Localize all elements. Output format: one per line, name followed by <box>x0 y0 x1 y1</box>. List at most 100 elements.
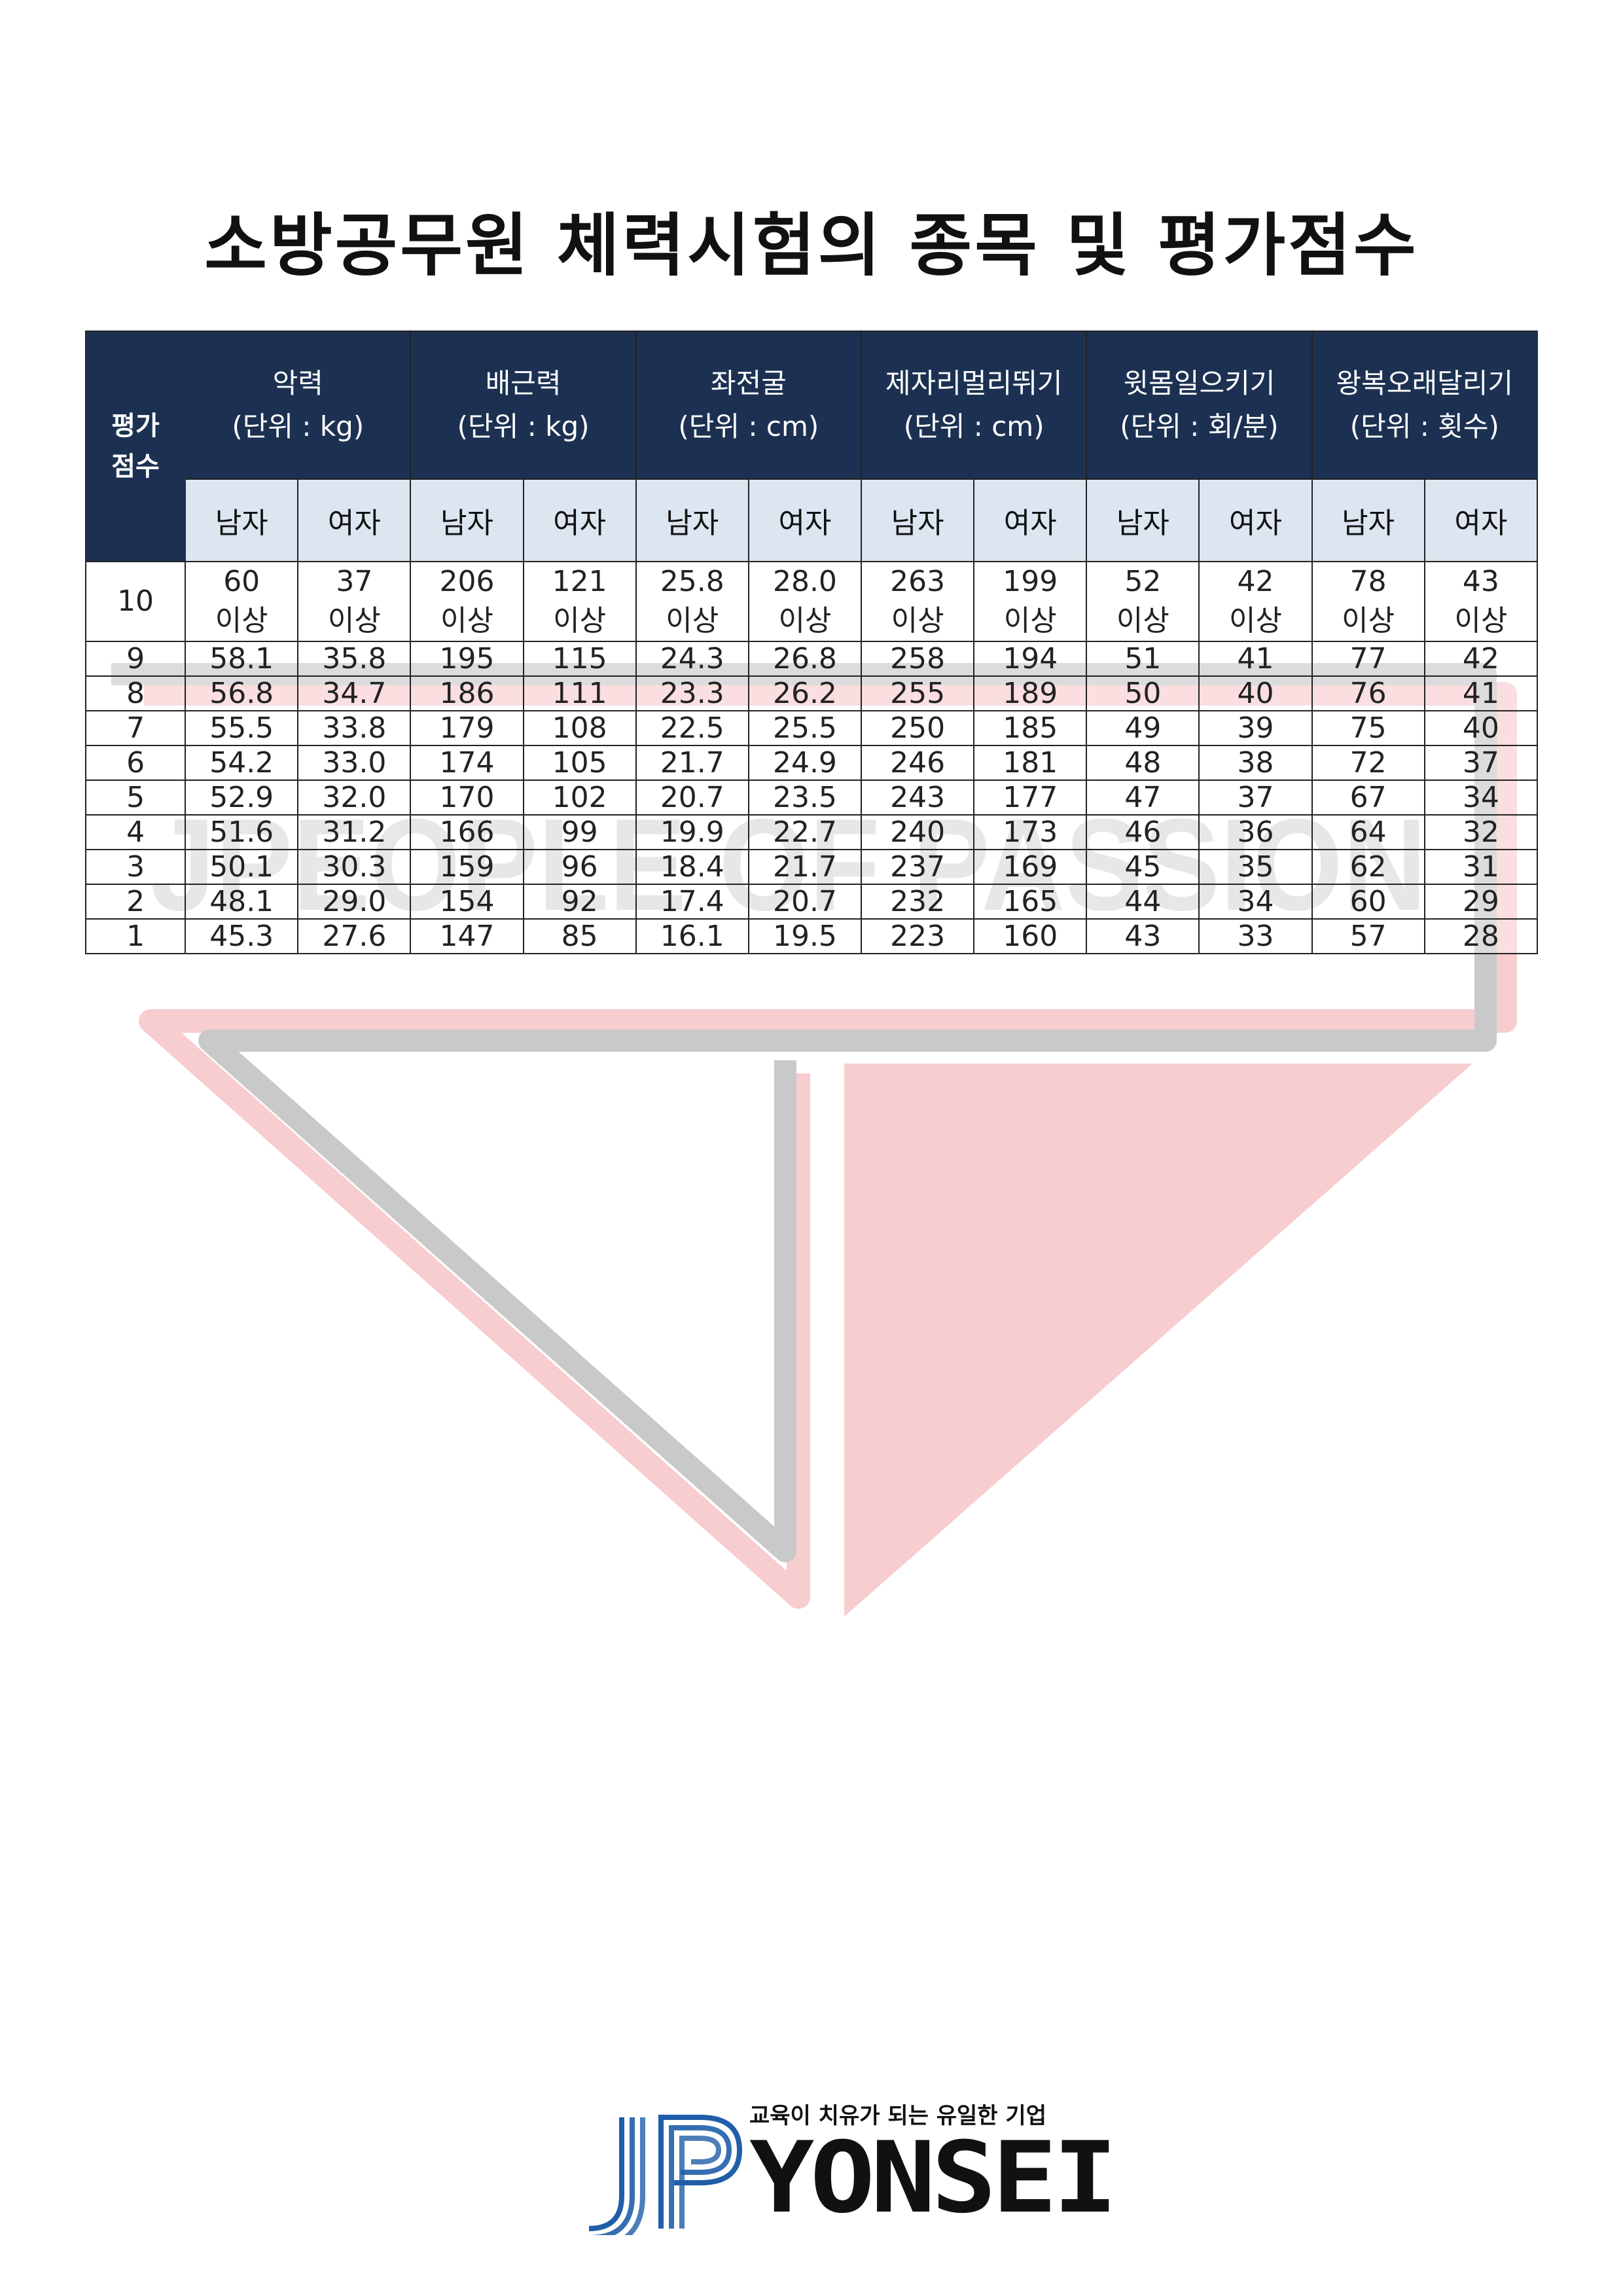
event-header: 좌전굴 (단위 : cm) <box>635 331 863 480</box>
value-cell: 96 <box>522 849 637 885</box>
value-cell: 32.0 <box>297 780 412 816</box>
value-cell: 26.2 <box>747 675 863 711</box>
footer-brand: YONSEI <box>749 2121 1118 2235</box>
gender-header: 남자 <box>1311 478 1425 562</box>
value-cell: 55.5 <box>185 710 299 746</box>
value-cell: 194 <box>973 641 1088 677</box>
value-cell: 78 이상 <box>1311 561 1425 642</box>
value-cell: 52.9 <box>185 780 299 816</box>
event-name: 윗몸일으키기 <box>1123 367 1275 399</box>
gender-header: 남자 <box>1086 478 1200 562</box>
value-cell: 22.7 <box>747 814 863 850</box>
table-row: 8 56.8 34.7 186 111 23.3 26.2 255 189 50 40 76 41 <box>84 675 1539 711</box>
value-cell: 46 <box>1086 814 1200 850</box>
score-cell: 4 <box>84 814 187 850</box>
value-cell: 92 <box>522 884 637 920</box>
event-name: 배근력 <box>485 367 562 399</box>
table-row: 1 45.3 27.6 147 85 16.1 19.5 223 160 43 33 57 28 <box>84 918 1539 954</box>
value-cell: 18.4 <box>635 849 749 885</box>
jp-logo-icon <box>588 2115 743 2235</box>
value-cell: 37 <box>1423 745 1539 781</box>
value-cell: 246 <box>861 745 975 781</box>
value-cell: 21.7 <box>747 849 863 885</box>
value-cell: 26.8 <box>747 641 863 677</box>
value-cell: 25.5 <box>747 710 863 746</box>
value-cell: 24.3 <box>635 641 749 677</box>
value-cell: 34 <box>1423 780 1539 816</box>
value-cell: 31 <box>1423 849 1539 885</box>
value-cell: 57 <box>1311 918 1425 954</box>
score-cell: 8 <box>84 675 187 711</box>
score-cell: 6 <box>84 745 187 781</box>
value-cell: 45.3 <box>185 918 299 954</box>
event-name: 왕복오래달리기 <box>1336 367 1514 399</box>
value-cell: 174 <box>410 745 524 781</box>
table-row: 3 50.1 30.3 159 96 18.4 21.7 237 169 45 35 62 31 <box>84 849 1539 885</box>
value-cell: 33.0 <box>297 745 412 781</box>
value-cell: 30.3 <box>297 849 412 885</box>
value-cell: 179 <box>410 710 524 746</box>
value-cell: 186 <box>410 675 524 711</box>
gender-header: 여자 <box>1198 478 1313 562</box>
value-cell: 34 <box>1198 884 1313 920</box>
value-cell: 250 <box>861 710 975 746</box>
value-cell: 17.4 <box>635 884 749 920</box>
value-cell: 35 <box>1198 849 1313 885</box>
value-cell: 23.3 <box>635 675 749 711</box>
value-cell: 166 <box>410 814 524 850</box>
value-cell: 47 <box>1086 780 1200 816</box>
value-cell: 50 <box>1086 675 1200 711</box>
value-cell: 34.7 <box>297 675 412 711</box>
table-row: 2 48.1 29.0 154 92 17.4 20.7 232 165 44 34 60 29 <box>84 884 1539 920</box>
value-cell: 28 <box>1423 918 1539 954</box>
value-cell: 20.7 <box>747 884 863 920</box>
event-unit: (단위 : cm) <box>678 410 819 442</box>
value-cell: 29 <box>1423 884 1539 920</box>
value-cell: 29.0 <box>297 884 412 920</box>
value-cell: 19.9 <box>635 814 749 850</box>
value-cell: 237 <box>861 849 975 885</box>
value-cell: 60 <box>1311 884 1425 920</box>
value-cell: 199 이상 <box>973 561 1088 642</box>
value-cell: 37 <box>1198 780 1313 816</box>
value-cell: 51 <box>1086 641 1200 677</box>
value-cell: 206 이상 <box>410 561 524 642</box>
value-cell: 72 <box>1311 745 1425 781</box>
value-cell: 24.9 <box>747 745 863 781</box>
value-cell: 105 <box>522 745 637 781</box>
value-cell: 27.6 <box>297 918 412 954</box>
event-header: 악력 (단위 : kg) <box>185 331 412 480</box>
event-unit: (단위 : cm) <box>903 410 1044 442</box>
score-cell: 1 <box>84 918 187 954</box>
value-cell: 16.1 <box>635 918 749 954</box>
value-cell: 25.8 이상 <box>635 561 749 642</box>
event-header: 왕복오래달리기 (단위 : 횟수) <box>1311 331 1539 480</box>
event-header-row: 평가 점수 악력 (단위 : kg) 배근력 (단위 : kg) 좌전굴 (단위 : … <box>84 331 1539 562</box>
value-cell: 56.8 <box>185 675 299 711</box>
value-cell: 38 <box>1198 745 1313 781</box>
score-column-header: 평가 점수 <box>84 331 187 562</box>
table-row: 6 54.2 33.0 174 105 21.7 24.9 246 181 48 38 72 37 <box>84 745 1539 781</box>
value-cell: 76 <box>1311 675 1425 711</box>
value-cell: 45 <box>1086 849 1200 885</box>
value-cell: 44 <box>1086 884 1200 920</box>
event-unit: (단위 : kg) <box>232 410 365 442</box>
event-name: 악력 <box>272 367 323 399</box>
value-cell: 75 <box>1311 710 1425 746</box>
event-unit: (단위 : 횟수) <box>1349 410 1499 442</box>
value-cell: 40 <box>1423 710 1539 746</box>
value-cell: 43 이상 <box>1423 561 1539 642</box>
value-cell: 50.1 <box>185 849 299 885</box>
value-cell: 195 <box>410 641 524 677</box>
gender-header: 남자 <box>861 478 975 562</box>
value-cell: 67 <box>1311 780 1425 816</box>
footer-logo: 교육이 치유가 되는 유일한 기업 YONSEI <box>582 2098 1118 2235</box>
value-cell: 19.5 <box>747 918 863 954</box>
value-cell: 108 <box>522 710 637 746</box>
value-cell: 41 <box>1423 675 1539 711</box>
value-cell: 28.0 이상 <box>747 561 863 642</box>
value-cell: 48.1 <box>185 884 299 920</box>
table-row: 9 58.1 35.8 195 115 24.3 26.8 258 194 51 41 77 42 <box>84 641 1539 677</box>
score-cell: 10 <box>84 561 187 642</box>
value-cell: 185 <box>973 710 1088 746</box>
